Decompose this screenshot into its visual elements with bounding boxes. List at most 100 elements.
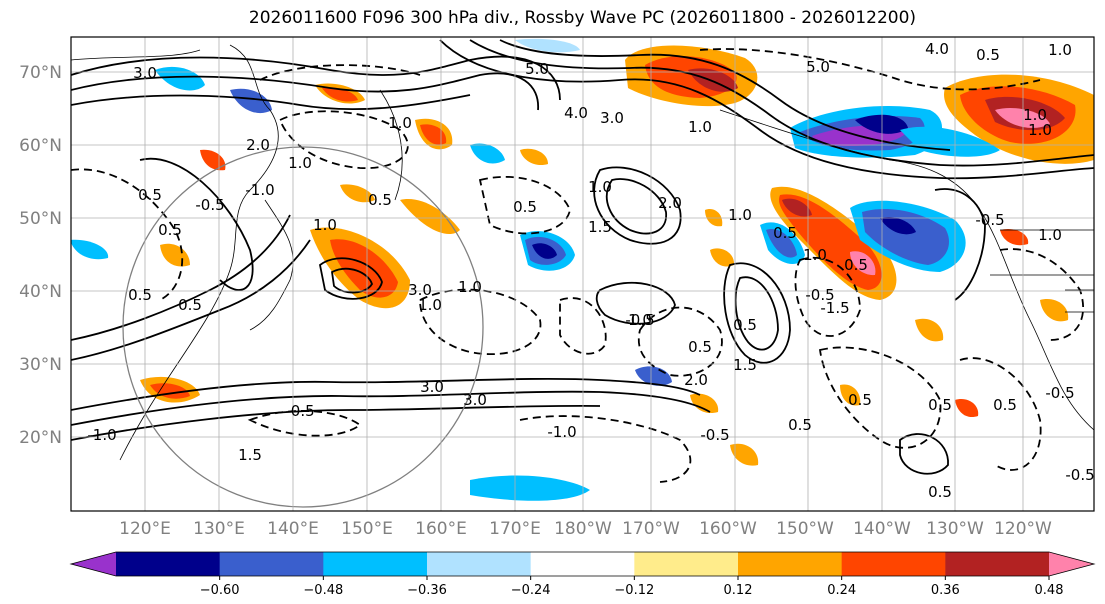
lat-label: 50°N xyxy=(19,209,62,229)
negative-anomaly-patch xyxy=(532,243,557,259)
colorbar-segment xyxy=(219,552,324,576)
positive-anomaly-patch xyxy=(340,184,375,203)
solid-contour xyxy=(734,276,779,351)
contour-label: 0.5 xyxy=(844,256,868,274)
contour-label: 0.5 xyxy=(138,186,162,204)
solid-contour xyxy=(469,39,1094,167)
contour-label: 1.0 xyxy=(628,311,652,329)
contour-label: 0.5 xyxy=(928,396,952,414)
positive-anomaly-patch xyxy=(955,399,979,418)
solid-contour xyxy=(71,94,471,111)
colorbar-outline xyxy=(69,551,1096,577)
contour-lines xyxy=(71,39,1094,475)
contour-label: 1.0 xyxy=(588,178,612,196)
positive-anomaly-patch xyxy=(782,198,812,217)
colorbar-tick-label: −0.24 xyxy=(511,583,551,598)
lon-label: 120°W xyxy=(994,519,1052,539)
north-american-coastline xyxy=(719,109,1094,431)
contour-label: 2.0 xyxy=(684,371,708,389)
dashed-contour xyxy=(559,297,607,355)
lat-label: 30°N xyxy=(19,355,62,375)
contour-label: -1.5 xyxy=(820,299,849,317)
asian-coastline xyxy=(71,44,279,461)
contour-label: -1.0 xyxy=(547,423,576,441)
contour-label: -0.5 xyxy=(625,311,654,329)
positive-anomaly-patch xyxy=(995,107,1050,128)
dashed-contour xyxy=(478,176,571,235)
colorbar-extend-high xyxy=(1049,552,1094,576)
contour-label: 1.5 xyxy=(733,356,757,374)
solid-contour xyxy=(723,262,791,364)
contour-label: 1.0 xyxy=(728,206,752,224)
positive-anomaly-patch xyxy=(150,383,190,399)
contour-label: 1.0 xyxy=(313,216,337,234)
positive-anomaly-patch xyxy=(840,384,861,406)
kamchatka-coastline xyxy=(379,89,403,201)
negative-anomaly-patch xyxy=(515,38,580,53)
lat-label: 60°N xyxy=(19,136,62,156)
solid-contour xyxy=(595,281,676,325)
negative-anomaly-patch xyxy=(900,126,1000,157)
lon-label: 170°W xyxy=(622,519,680,539)
lon-label: 120°E xyxy=(119,519,171,539)
colorbar-tick-label: −0.48 xyxy=(303,583,343,598)
contour-label: -1.0 xyxy=(245,181,274,199)
solid-contour xyxy=(439,39,1094,180)
solid-contour xyxy=(71,239,311,361)
contour-label: 1.0 xyxy=(1038,226,1062,244)
coastlines xyxy=(71,44,1094,461)
positive-anomaly-patch xyxy=(710,248,735,267)
japan-coastline xyxy=(249,199,294,331)
lon-label: 140°E xyxy=(267,519,319,539)
contour-label: -0.5 xyxy=(700,426,729,444)
contour-label: 5.0 xyxy=(806,58,830,76)
contour-label: 0.5 xyxy=(788,416,812,434)
longitude-labels: 120°E 130°E 140°E 150°E 160°E 170°E 180°… xyxy=(119,519,1052,539)
contour-label: 0.5 xyxy=(178,296,202,314)
solid-contour xyxy=(934,188,986,301)
contour-label: 1.0 xyxy=(418,296,442,314)
negative-anomaly-patch xyxy=(155,66,205,91)
negative-anomaly-patch xyxy=(470,475,590,501)
colorbar-tick-label: 0.36 xyxy=(931,583,960,598)
colorbar-segment xyxy=(738,552,843,576)
map-frame xyxy=(70,36,1095,512)
colorbar-tick-label: −0.60 xyxy=(200,583,240,598)
map-plot-area: 3.0 5.04.0 3.02.01.04.05.01.01.00.51.00.50… xyxy=(70,36,1095,512)
positive-anomaly-patch xyxy=(400,199,460,235)
contour-label: 0.5 xyxy=(158,221,182,239)
dashed-contour xyxy=(278,110,409,169)
contour-label: 0.5 xyxy=(688,338,712,356)
contour-label: 1.0 xyxy=(388,114,412,132)
contour-label: 1.0 xyxy=(803,246,827,264)
contour-label: 0.5 xyxy=(368,191,392,209)
lon-label: 130°E xyxy=(193,519,245,539)
contour-label: 4.0 xyxy=(564,104,588,122)
solid-contour xyxy=(593,166,682,245)
state-borders xyxy=(990,229,1094,313)
contour-label-layer: 3.0 5.04.0 3.02.01.04.05.01.01.00.51.00.50… xyxy=(87,40,1094,501)
negative-anomaly-patch xyxy=(71,239,109,260)
colorbar-segment xyxy=(945,552,1050,576)
contour-label: 1.0 xyxy=(688,118,712,136)
contour-label: 0.5 xyxy=(513,198,537,216)
solid-contour xyxy=(71,377,701,411)
latitude-labels: 70°N 60°N 50°N 40°N 30°N 20°N xyxy=(19,63,62,448)
colorbar-segment xyxy=(634,552,739,576)
lon-label: 150°E xyxy=(341,519,393,539)
colorbar-tick-label: 0.12 xyxy=(724,583,753,598)
contour-label: -1.0 xyxy=(87,426,116,444)
positive-anomaly-patch xyxy=(1040,299,1069,322)
contour-label: -0.5 xyxy=(195,196,224,214)
solid-contour xyxy=(605,178,667,235)
solid-contour xyxy=(139,157,254,291)
colorbar-segment xyxy=(427,552,532,576)
contour-label: 3.0 xyxy=(420,378,444,396)
positive-anomaly-patch xyxy=(690,393,719,414)
contour-label: 1.0 xyxy=(1028,121,1052,139)
lon-label: 160°W xyxy=(699,519,757,539)
contour-label: 3.0 xyxy=(133,64,157,82)
colorbar xyxy=(69,551,1096,577)
dashed-contour xyxy=(637,306,723,377)
